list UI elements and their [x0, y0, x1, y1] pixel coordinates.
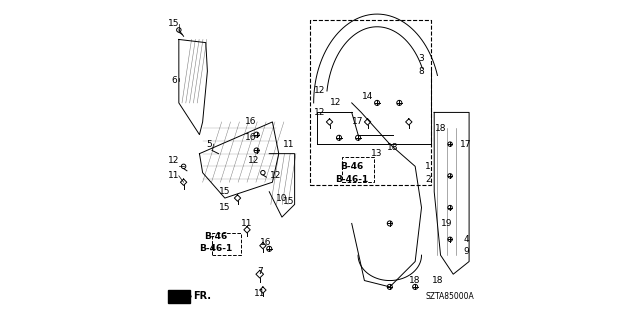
Text: 18: 18 [431, 276, 443, 285]
Text: 15: 15 [219, 203, 230, 212]
Text: 12: 12 [330, 99, 342, 108]
Text: B-46-1: B-46-1 [335, 174, 369, 184]
Bar [310, 20, 431, 185]
Text: 1: 1 [425, 162, 431, 171]
Text: 14: 14 [362, 92, 373, 101]
Text: 16: 16 [260, 238, 272, 247]
Text: 12: 12 [248, 156, 259, 164]
Bar [342, 157, 374, 182]
Text: 11: 11 [282, 140, 294, 148]
Text: 5: 5 [206, 140, 212, 148]
Text: 4: 4 [463, 235, 468, 244]
Text: 7: 7 [257, 267, 262, 276]
Text: 16: 16 [244, 133, 256, 142]
Text: 15: 15 [282, 197, 294, 206]
Text: 12: 12 [168, 156, 180, 164]
Text: B-46-1: B-46-1 [198, 244, 232, 253]
Text: 11: 11 [254, 289, 266, 298]
Text: 12: 12 [314, 86, 326, 95]
Text: 2: 2 [425, 174, 431, 184]
Text: B-46: B-46 [204, 232, 227, 241]
Text: 12: 12 [314, 108, 326, 117]
Text: 9: 9 [463, 247, 468, 257]
Text: SZTA85000A: SZTA85000A [426, 292, 474, 301]
Text: 6: 6 [172, 76, 177, 85]
Bar [212, 233, 241, 255]
Text: 12: 12 [270, 172, 281, 180]
Text: 15: 15 [219, 187, 230, 196]
Text: 16: 16 [244, 117, 256, 126]
Text: 11: 11 [168, 172, 180, 180]
Text: 15: 15 [168, 19, 180, 28]
Text: 17: 17 [460, 140, 472, 148]
Text: B-46: B-46 [340, 162, 364, 171]
Text: 10: 10 [276, 194, 288, 203]
Text: 19: 19 [441, 219, 452, 228]
Text: 8: 8 [419, 67, 424, 76]
Text: 18: 18 [387, 143, 399, 152]
Text: 18: 18 [410, 276, 421, 285]
Text: 3: 3 [419, 54, 424, 63]
Text: 11: 11 [241, 219, 253, 228]
Text: FR.: FR. [193, 292, 211, 301]
Text: 18: 18 [435, 124, 446, 133]
Text: 13: 13 [371, 149, 383, 158]
Text: 17: 17 [352, 117, 364, 126]
Polygon shape [168, 290, 190, 303]
